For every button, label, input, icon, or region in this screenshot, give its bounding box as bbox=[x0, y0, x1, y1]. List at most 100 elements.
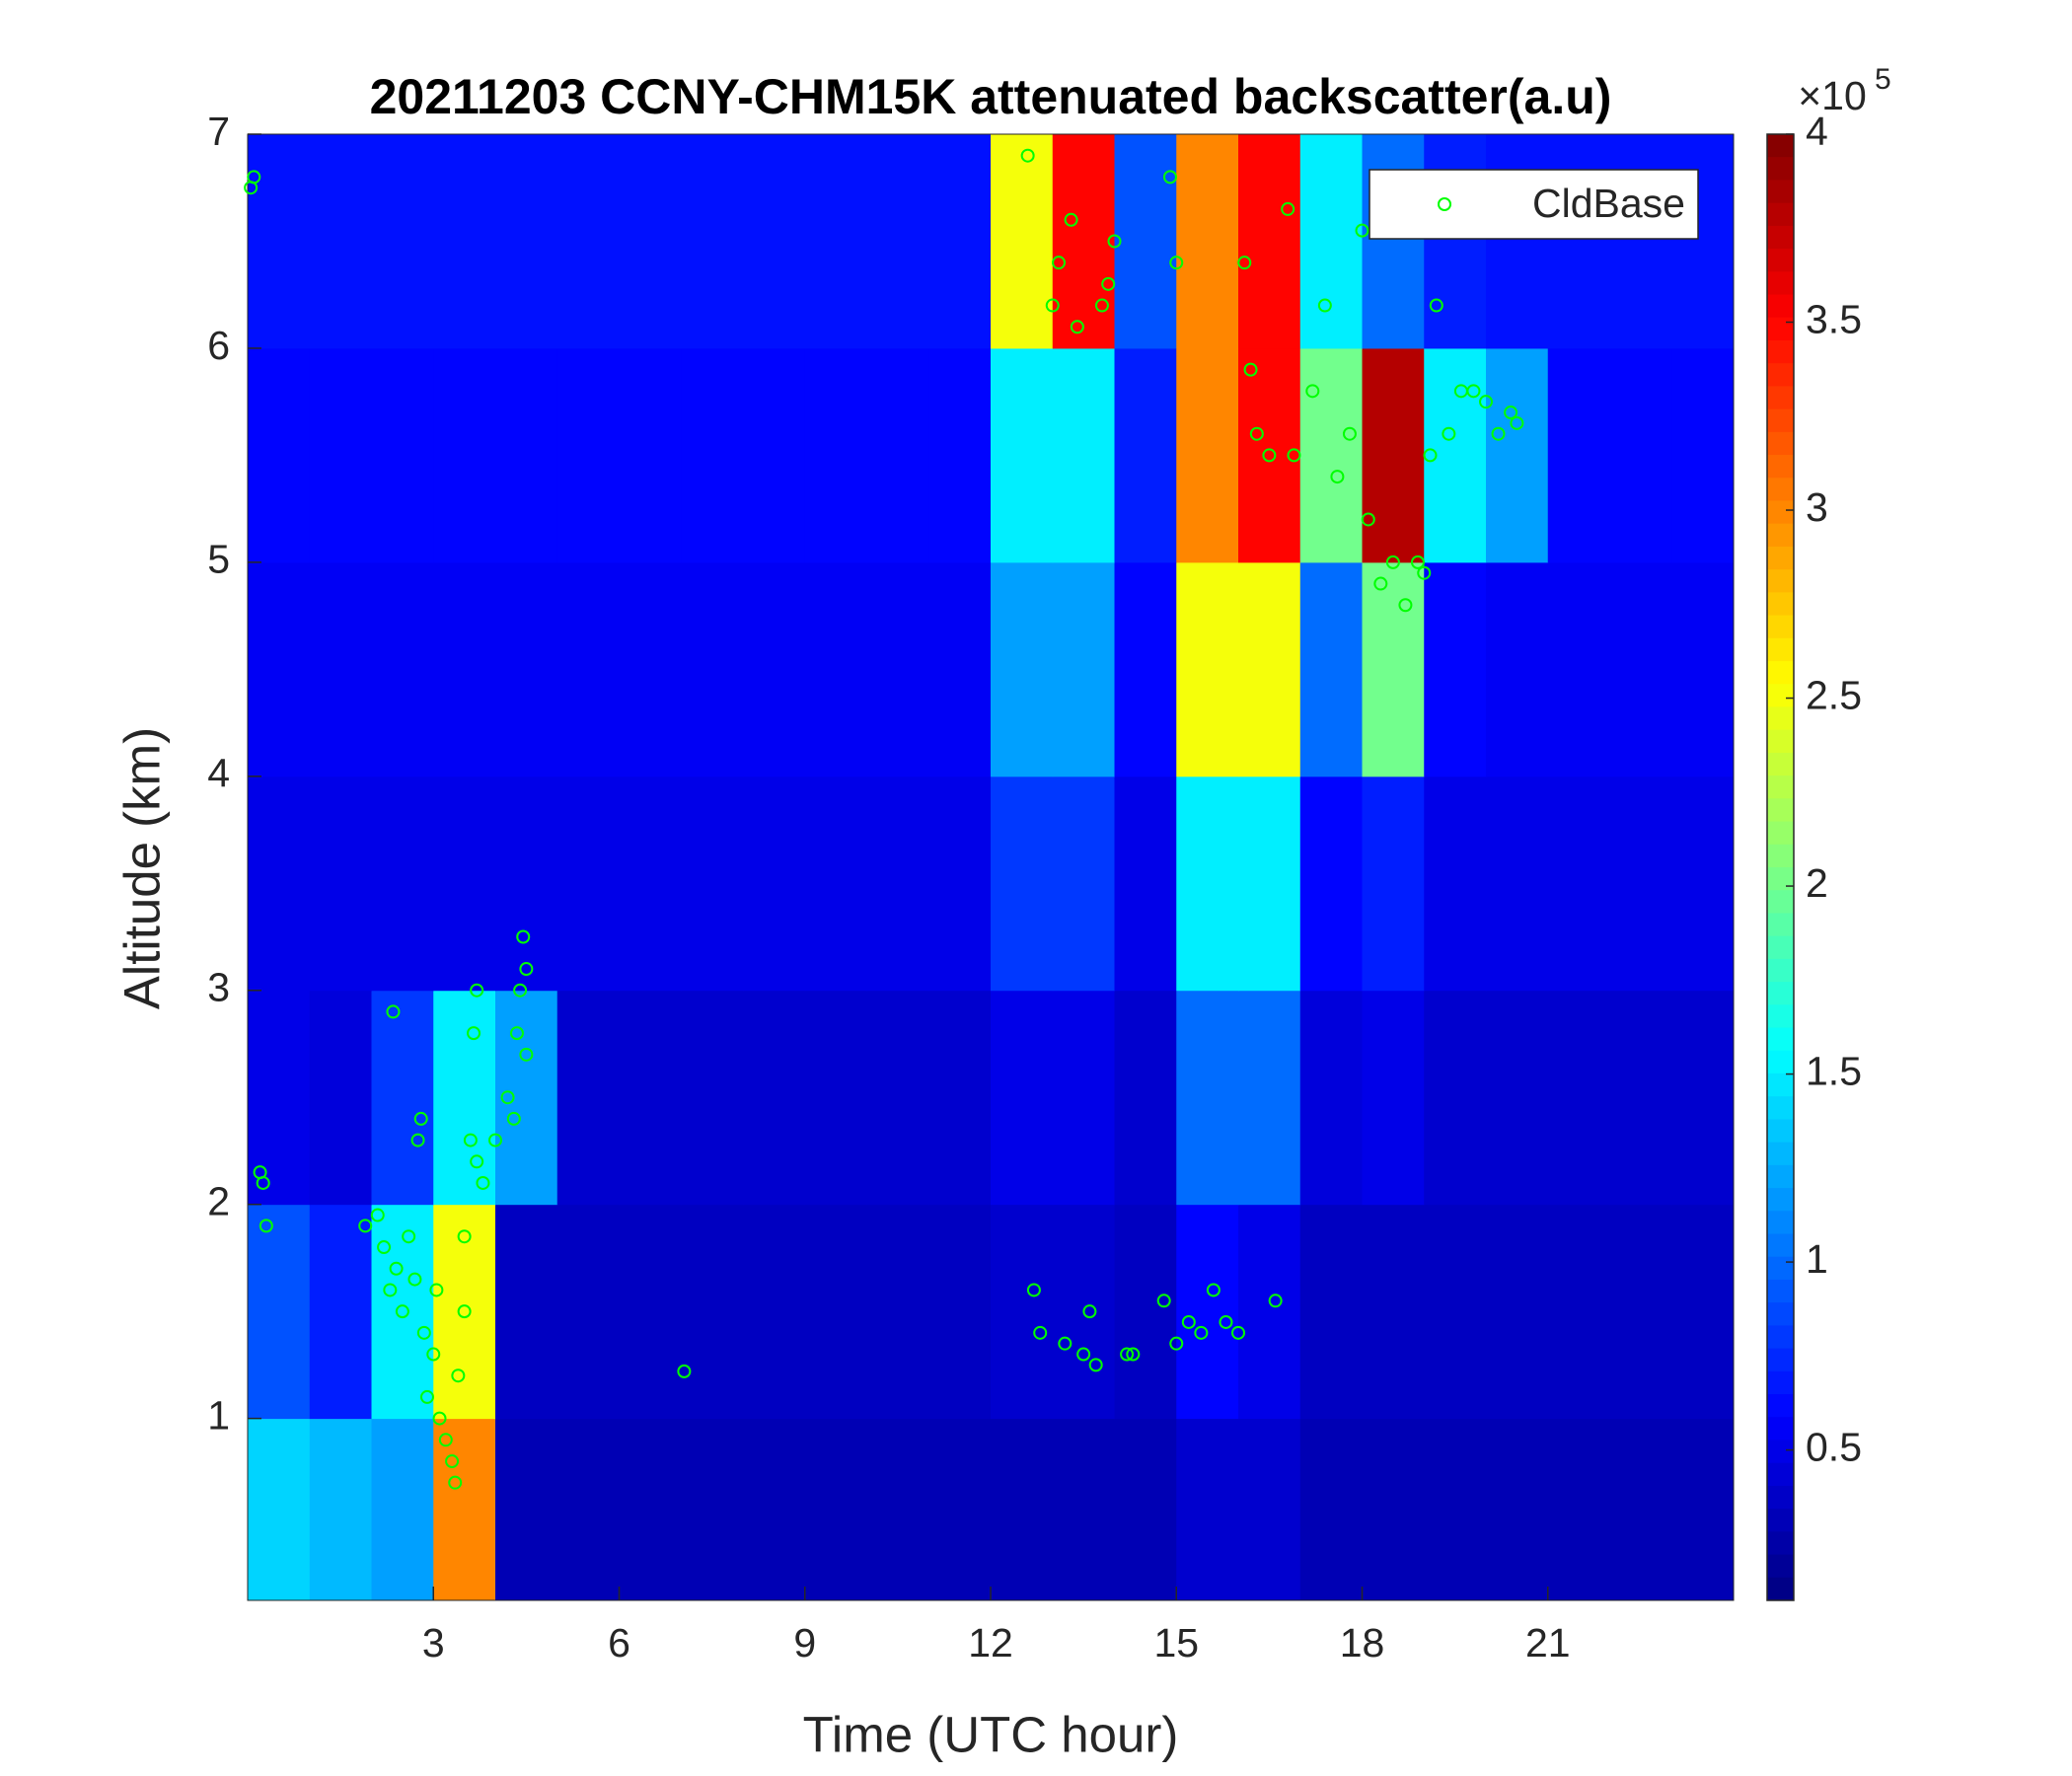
colorbar-segment bbox=[1767, 982, 1794, 1005]
colorbar-segment bbox=[1767, 1142, 1794, 1166]
colorbar-frame bbox=[1766, 133, 1795, 1601]
heatmap-cell bbox=[928, 776, 992, 992]
cloud-base-point bbox=[1429, 298, 1443, 313]
heatmap-cell bbox=[1299, 347, 1363, 563]
heatmap-cell bbox=[804, 134, 867, 349]
heatmap-cell bbox=[1362, 1204, 1425, 1420]
cloud-base-point bbox=[1026, 1283, 1041, 1297]
y-tick-label: 2 bbox=[207, 1178, 230, 1223]
cloud-base-point bbox=[1466, 384, 1481, 399]
colorbar-segment bbox=[1767, 1440, 1794, 1464]
heatmap-cell bbox=[866, 990, 929, 1206]
cloud-base-point bbox=[259, 1219, 273, 1233]
x-tick-label: 3 bbox=[422, 1620, 445, 1665]
heatmap-cell bbox=[991, 1418, 1054, 1601]
colorbar-segment bbox=[1767, 1302, 1794, 1326]
heatmap-cell bbox=[619, 561, 682, 777]
colorbar-segment bbox=[1767, 386, 1794, 410]
colorbar-segment bbox=[1767, 478, 1794, 501]
colorbar-tick-label: 4 bbox=[1806, 109, 1828, 154]
cloud-base-point bbox=[395, 1304, 409, 1319]
colorbar-segment bbox=[1767, 1188, 1794, 1212]
heatmap-cell bbox=[1609, 990, 1672, 1206]
heatmap-cell bbox=[371, 776, 434, 992]
heatmap-cell bbox=[804, 990, 867, 1206]
cloud-base-point bbox=[1219, 1314, 1233, 1329]
heatmap-cell bbox=[1424, 990, 1487, 1206]
colorbar-segment bbox=[1767, 1417, 1794, 1441]
heatmap-cell bbox=[991, 134, 1054, 349]
colorbar-segment bbox=[1767, 729, 1794, 754]
heatmap-cell bbox=[1299, 990, 1363, 1206]
heatmap-cell bbox=[1176, 561, 1239, 777]
cloud-base-point bbox=[1082, 1304, 1097, 1319]
heatmap-cell bbox=[1362, 347, 1425, 563]
heatmap-cell bbox=[495, 990, 558, 1206]
heatmap-cell bbox=[371, 347, 434, 563]
cloud-base-point bbox=[1020, 148, 1035, 163]
cloud-base-point bbox=[1243, 362, 1258, 377]
cloud-base-point bbox=[1045, 298, 1060, 313]
colorbar-segment bbox=[1767, 569, 1794, 593]
colorbar-tick-label: 1.5 bbox=[1806, 1048, 1862, 1093]
heatmap-cell bbox=[619, 347, 682, 563]
heatmap-cell bbox=[804, 1418, 867, 1601]
heatmap-cell bbox=[1176, 776, 1239, 992]
heatmap-cell bbox=[1609, 1418, 1672, 1601]
cloud-base-point bbox=[1101, 276, 1116, 291]
heatmap-cell bbox=[681, 561, 744, 777]
cloud-base-point bbox=[1442, 426, 1456, 441]
heatmap-cell bbox=[433, 1204, 496, 1420]
colorbar-segment bbox=[1767, 1004, 1794, 1029]
cloud-base-point bbox=[1342, 426, 1357, 441]
cloud-base-point bbox=[457, 1229, 472, 1244]
colorbar-segment bbox=[1767, 1325, 1794, 1350]
heatmap-cell bbox=[804, 347, 867, 563]
cloud-base-point bbox=[1120, 1347, 1135, 1362]
colorbar-segment bbox=[1767, 1233, 1794, 1258]
heatmap-cell bbox=[556, 561, 620, 777]
heatmap-cell bbox=[1609, 347, 1672, 563]
colorbar-tick-label: 0.5 bbox=[1806, 1424, 1862, 1469]
cloud-base-point bbox=[1206, 1283, 1221, 1297]
heatmap-cell bbox=[928, 347, 992, 563]
heatmap-cell bbox=[1299, 1418, 1363, 1601]
cloud-base-point bbox=[470, 983, 484, 998]
heatmap-cell bbox=[248, 776, 311, 992]
legend-box bbox=[1369, 169, 1699, 240]
colorbar-segment bbox=[1767, 661, 1794, 685]
heatmap-cell bbox=[743, 561, 806, 777]
heatmap-cell bbox=[743, 347, 806, 563]
colorbar-segment bbox=[1767, 1485, 1794, 1510]
cloud-base-point bbox=[463, 1133, 478, 1147]
heatmap-cell bbox=[1609, 561, 1672, 777]
cloud-base-point bbox=[1094, 298, 1109, 313]
heatmap-cell bbox=[991, 347, 1054, 563]
heatmap-cell bbox=[1362, 1418, 1425, 1601]
cloud-base-point bbox=[677, 1364, 692, 1378]
heatmap-cell bbox=[619, 134, 682, 349]
cloud-base-point bbox=[467, 1026, 481, 1041]
cloud-base-point bbox=[1268, 1294, 1283, 1308]
heatmap-cell bbox=[743, 134, 806, 349]
colorbar-segment bbox=[1767, 1554, 1794, 1579]
colorbar-segment bbox=[1767, 271, 1794, 296]
heatmap-cell bbox=[1424, 347, 1487, 563]
heatmap-cell bbox=[1114, 561, 1177, 777]
cloud-base-point bbox=[1181, 1314, 1196, 1329]
cloud-base-point bbox=[1162, 170, 1177, 185]
heatmap-cell bbox=[619, 1204, 682, 1420]
cloud-base-point bbox=[445, 1453, 460, 1468]
heatmap-cell bbox=[991, 1204, 1054, 1420]
heatmap-cell bbox=[681, 776, 744, 992]
heatmap-cell bbox=[1424, 1204, 1487, 1420]
cloud-base-point bbox=[358, 1219, 373, 1233]
cloud-base-point bbox=[386, 1004, 401, 1019]
cloud-base-point bbox=[519, 1047, 534, 1062]
colorbar-tick-label: 2 bbox=[1806, 860, 1828, 906]
heatmap-cell bbox=[556, 776, 620, 992]
heatmap-cell bbox=[1486, 776, 1549, 992]
cloud-base-point bbox=[1262, 448, 1277, 463]
heatmap-cell bbox=[248, 990, 311, 1206]
heatmap-cell bbox=[928, 561, 992, 777]
